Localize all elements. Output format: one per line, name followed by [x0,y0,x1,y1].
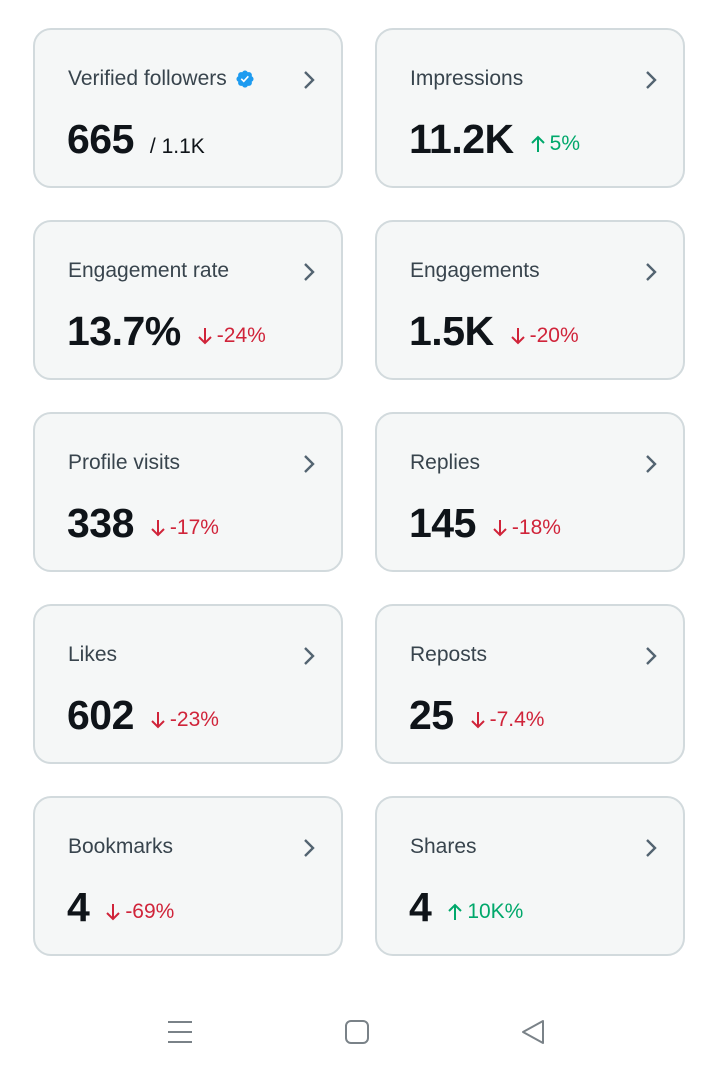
chevron-right-icon [304,71,315,89]
chevron-right-icon [304,647,315,665]
arrow-up-icon [448,903,463,920]
card-label: Reposts [410,643,487,667]
arrow-down-icon [151,712,165,729]
recent-apps-icon[interactable] [160,1016,200,1050]
value-row: 4 -69% [67,884,174,931]
card-label-text: Bookmarks [68,835,174,858]
value-row: 11.2K 5% [409,116,580,163]
chevron-right-icon [304,839,315,857]
arrow-down-icon [493,520,507,537]
metric-value: 338 [67,500,134,546]
metric-value: 4 [67,884,90,930]
metrics-grid: Verified followers 665 / 1.1K Impression… [33,28,685,956]
metric-value: 25 [409,692,454,738]
value-row: 665 / 1.1K [67,116,205,163]
card-label-text: Profile visits [68,451,181,474]
card-engagements[interactable]: Engagements 1.5K -20% [375,220,685,380]
card-label: Replies [410,451,480,475]
value-row: 145 -18% [409,500,561,547]
metric-change: -18% [492,516,561,540]
home-square-icon[interactable] [337,1016,377,1050]
metric-change: -24% [197,324,266,348]
chevron-right-icon [646,839,657,857]
arrow-down-icon [151,520,165,537]
card-label: Bookmarks [68,835,173,859]
metric-value: 602 [67,692,134,738]
chevron-right-icon [646,647,657,665]
arrow-down-icon [510,328,525,345]
card-label-text: Shares [410,835,477,858]
metric-change-text: -24% [216,324,266,347]
chevron-right-icon [646,455,657,473]
metric-value: 13.7% [67,308,181,354]
metric-change: 5% [530,132,580,156]
card-label-text: Replies [410,451,481,474]
arrow-up-icon [530,135,545,152]
card-label: Engagements [410,259,540,283]
card-label: Profile visits [68,451,180,475]
card-label-text: Reposts [410,643,488,666]
value-row: 338 -17% [67,500,219,547]
card-label: Verified followers [68,67,255,91]
metric-change-text: 10K% [467,900,524,923]
card-shares[interactable]: Shares 4 10K% [375,796,685,956]
card-label-text: Engagements [410,259,540,282]
chevron-right-icon [646,263,657,281]
metric-change: -20% [510,324,579,348]
metric-value: 11.2K [409,116,514,162]
card-likes[interactable]: Likes 602 -23% [33,604,343,764]
back-triangle-icon[interactable] [515,1016,555,1050]
metric-value: 145 [409,500,476,546]
card-label-text: Impressions [410,67,524,90]
metric-value: 665 [67,116,134,162]
metric-change: -23% [150,708,219,732]
metric-change-text: -69% [125,900,175,923]
card-profile-visits[interactable]: Profile visits 338 -17% [33,412,343,572]
value-row: 1.5K -20% [409,308,579,355]
card-label-text: Verified followers [68,67,227,90]
card-verified-followers[interactable]: Verified followers 665 / 1.1K [33,28,343,188]
card-label: Engagement rate [68,259,229,283]
metric-change: -69% [105,900,174,924]
card-replies[interactable]: Replies 145 -18% [375,412,685,572]
value-row: 4 10K% [409,884,523,931]
card-reposts[interactable]: Reposts 25 -7.4% [375,604,685,764]
value-row: 602 -23% [67,692,219,739]
chevron-right-icon [304,263,315,281]
metric-change-text: -23% [169,708,219,731]
metric-value: 1.5K [409,308,494,354]
card-label: Impressions [410,67,523,91]
verified-badge-icon [236,70,254,88]
card-label: Shares [410,835,477,859]
metric-change-text: 5% [549,132,581,155]
metric-value: 4 [409,884,432,930]
chevron-right-icon [646,71,657,89]
value-row: 25 -7.4% [409,692,544,739]
card-label: Likes [68,643,117,667]
metric-change: 10K% [447,900,523,924]
arrow-down-icon [470,712,485,729]
metric-change: -7.4% [470,708,545,732]
arrow-down-icon [106,904,121,921]
card-impressions[interactable]: Impressions 11.2K 5% [375,28,685,188]
card-label-text: Engagement rate [68,259,230,282]
card-bookmarks[interactable]: Bookmarks 4 -69% [33,796,343,956]
chevron-right-icon [304,455,315,473]
metric-total: / 1.1K [149,135,205,158]
metric-change-text: -7.4% [489,708,545,731]
card-engagement-rate[interactable]: Engagement rate 13.7% -24% [33,220,343,380]
card-label-text: Likes [68,643,118,666]
metric-change-text: -18% [511,516,561,539]
system-nav-bar [0,1000,718,1074]
value-row: 13.7% -24% [67,308,266,355]
metric-change-text: -17% [169,516,219,539]
arrow-down-icon [198,328,212,345]
metric-change: -17% [150,516,219,540]
metric-change-text: -20% [529,324,579,347]
